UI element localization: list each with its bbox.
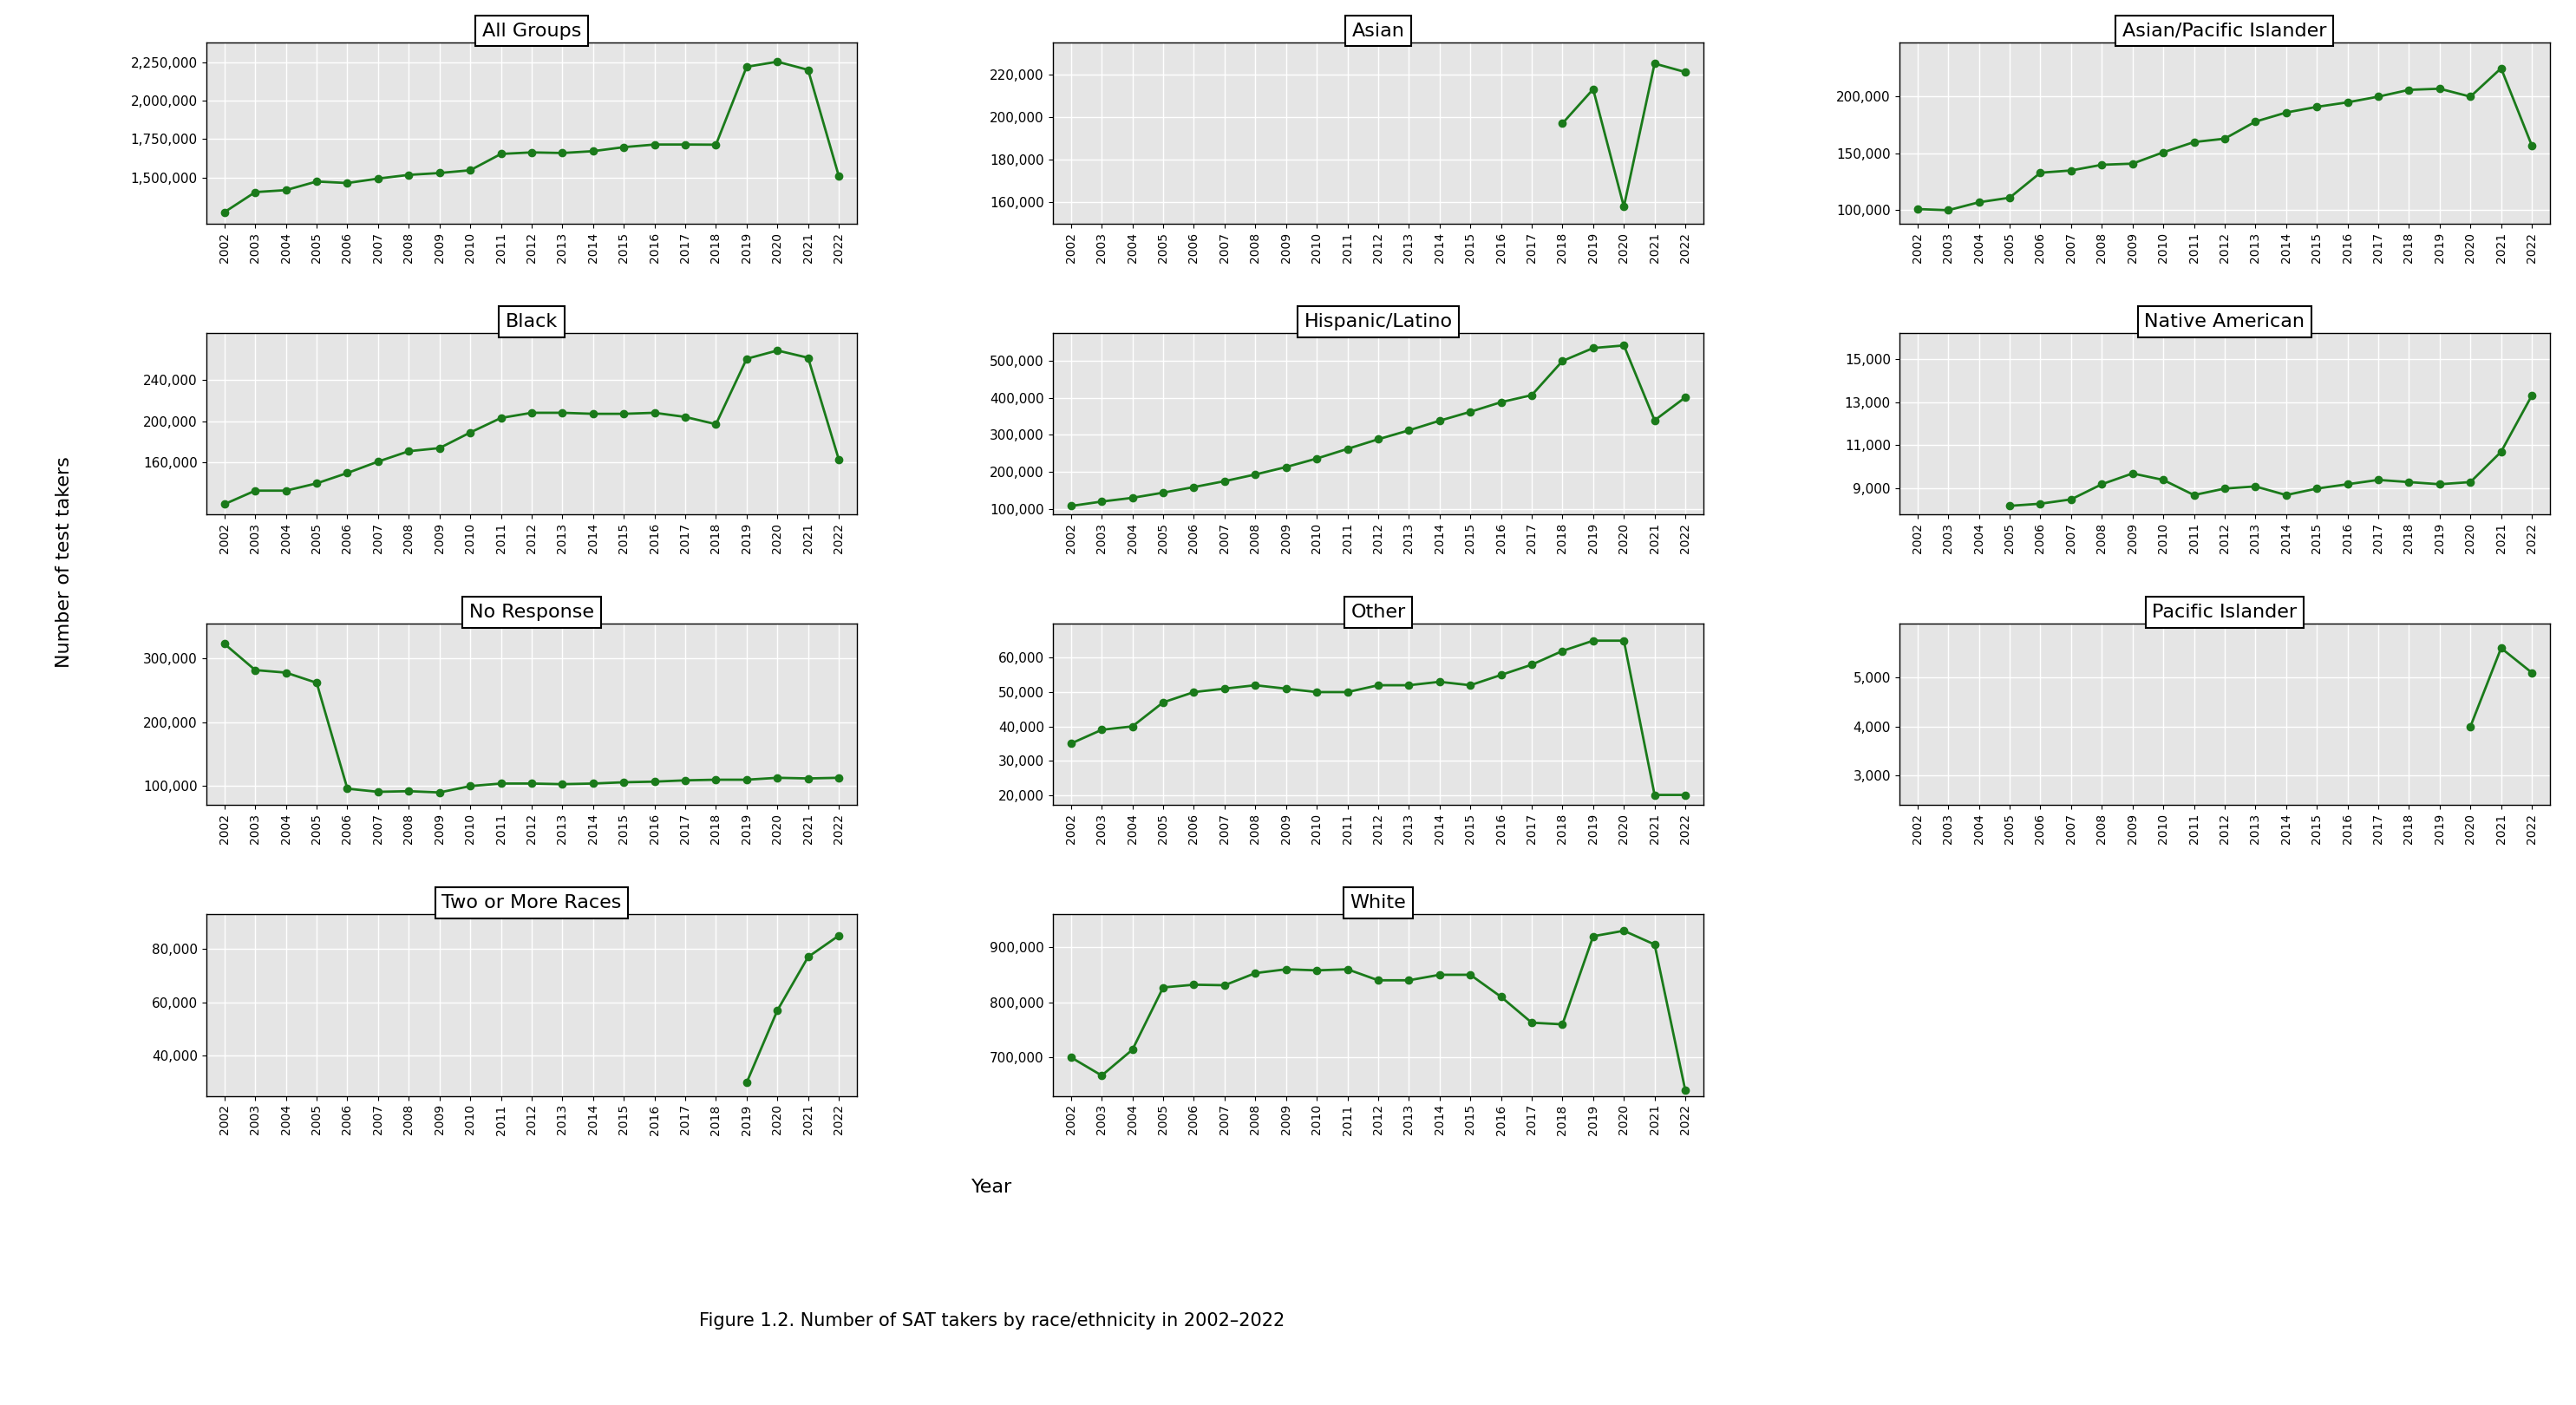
Title: White: White — [1350, 895, 1406, 912]
Text: Year: Year — [971, 1179, 1012, 1196]
Title: Asian: Asian — [1352, 22, 1404, 39]
Text: Figure 1.2. Number of SAT takers by race/ethnicity in 2002–2022: Figure 1.2. Number of SAT takers by race… — [698, 1312, 1285, 1329]
Text: Number of test takers: Number of test takers — [57, 457, 72, 667]
Title: Two or More Races: Two or More Races — [440, 895, 621, 912]
Title: No Response: No Response — [469, 604, 595, 621]
Title: Other: Other — [1350, 604, 1406, 621]
Title: All Groups: All Groups — [482, 22, 582, 39]
Title: Pacific Islander: Pacific Islander — [2151, 604, 2298, 621]
Title: Hispanic/Latino: Hispanic/Latino — [1303, 313, 1453, 330]
Title: Asian/Pacific Islander: Asian/Pacific Islander — [2123, 22, 2326, 39]
Title: Native American: Native American — [2143, 313, 2306, 330]
Title: Black: Black — [505, 313, 559, 330]
